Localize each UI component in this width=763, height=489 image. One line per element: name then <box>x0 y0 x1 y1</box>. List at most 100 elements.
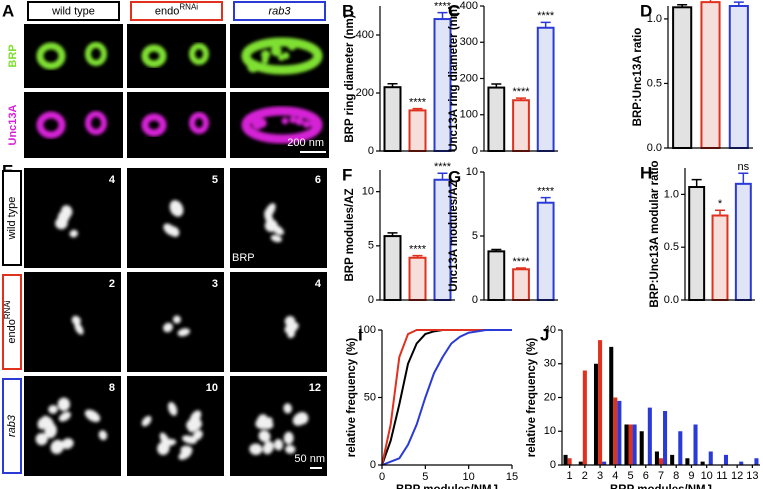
significance: **** <box>537 186 555 198</box>
y-axis-label: relative frequency (%) <box>526 338 538 458</box>
blob <box>44 423 57 439</box>
module-count: 4 <box>109 174 116 186</box>
y-tick-label: 1.0 <box>647 13 662 25</box>
x-tick-label: 7 <box>658 470 664 482</box>
error-bar <box>491 83 502 88</box>
spot <box>295 117 304 126</box>
bar <box>711 214 729 302</box>
row-label-box <box>2 170 22 266</box>
x-tick-label: 0 <box>379 471 385 483</box>
y-tick-label: 400 <box>356 29 374 41</box>
x-tick-label: 5 <box>627 470 633 482</box>
spot <box>302 120 311 129</box>
column-header: endoRNAi <box>155 3 198 18</box>
column-header-box <box>233 1 326 21</box>
column-header-box <box>130 1 223 21</box>
spot <box>289 116 297 124</box>
signal <box>36 111 107 139</box>
error-bar <box>540 196 551 203</box>
channel-label: Unc13A <box>7 104 19 145</box>
blob <box>57 397 71 412</box>
significance: ns <box>733 0 745 2</box>
bar <box>582 370 587 465</box>
error-bar <box>691 178 702 188</box>
y-tick-label: 100 <box>358 324 376 336</box>
y-tick-label: 50 <box>364 391 376 403</box>
y-tick-label: 200 <box>356 87 374 99</box>
y-tick-label: 0.0 <box>647 142 662 154</box>
bar <box>647 407 652 465</box>
y-tick-label: 0 <box>472 145 478 157</box>
bar <box>685 458 690 465</box>
module-count: 6 <box>315 174 321 186</box>
significance: * <box>718 198 723 210</box>
bar <box>654 451 659 465</box>
blob <box>177 328 191 337</box>
micrograph <box>127 168 224 268</box>
y-tick-label: 0.5 <box>664 241 679 253</box>
blob <box>61 438 74 450</box>
axes <box>379 6 455 152</box>
axes <box>483 6 558 152</box>
bar <box>723 454 729 465</box>
y-tick-label: 0 <box>370 459 376 471</box>
module-count: 2 <box>109 278 115 290</box>
y-axis-label: BRP modules/AZ <box>344 188 356 281</box>
signal <box>163 315 191 337</box>
spot <box>309 119 317 128</box>
bar <box>688 186 706 301</box>
error-bar <box>677 3 688 8</box>
blob <box>35 432 48 446</box>
x-tick-label: 6 <box>643 470 649 482</box>
bar <box>563 454 568 465</box>
blob <box>283 403 292 414</box>
spot <box>251 131 259 139</box>
bar <box>536 201 555 301</box>
blob <box>55 217 68 230</box>
significance: **** <box>537 10 555 22</box>
error-bar <box>387 82 398 88</box>
y-tick-label: 0 <box>368 294 374 306</box>
panel-letter: C <box>448 1 460 20</box>
blob <box>270 224 284 236</box>
x-tick-label: 12 <box>731 470 743 482</box>
row-label: rab3 <box>6 414 18 437</box>
blob <box>270 234 283 243</box>
blob <box>50 439 64 455</box>
bar <box>512 99 530 152</box>
module-count: 10 <box>206 382 218 394</box>
bar <box>617 400 622 465</box>
error-bar <box>715 209 725 216</box>
y-tick-label: 10 <box>544 425 556 437</box>
blob <box>182 435 197 444</box>
line <box>381 329 512 466</box>
blob <box>261 417 273 425</box>
axes <box>483 172 558 301</box>
module-count: 12 <box>309 382 321 394</box>
bar <box>512 268 530 301</box>
y-tick-label: 5 <box>472 230 478 242</box>
bar <box>408 109 427 152</box>
y-tick-label: 200 <box>460 72 478 84</box>
micrograph <box>230 376 327 476</box>
x-tick-label: 8 <box>673 470 679 482</box>
channel-label: BRP <box>7 44 19 67</box>
bar <box>700 1 721 149</box>
x-tick-label: 1 <box>567 470 573 482</box>
bar <box>678 431 683 465</box>
panel-letter: I <box>358 325 363 344</box>
x-tick-label: 11 <box>716 470 727 482</box>
y-tick-label: 0.0 <box>664 294 679 306</box>
blob <box>264 203 276 218</box>
x-tick-label: 4 <box>612 470 618 482</box>
bar <box>739 461 744 465</box>
ring <box>189 112 209 134</box>
bar <box>609 346 614 465</box>
bar <box>567 458 572 465</box>
blob <box>262 441 274 455</box>
spot <box>257 118 267 128</box>
y-axis-label: BRP ring diameter (nm) <box>344 14 356 142</box>
signal <box>36 42 107 70</box>
